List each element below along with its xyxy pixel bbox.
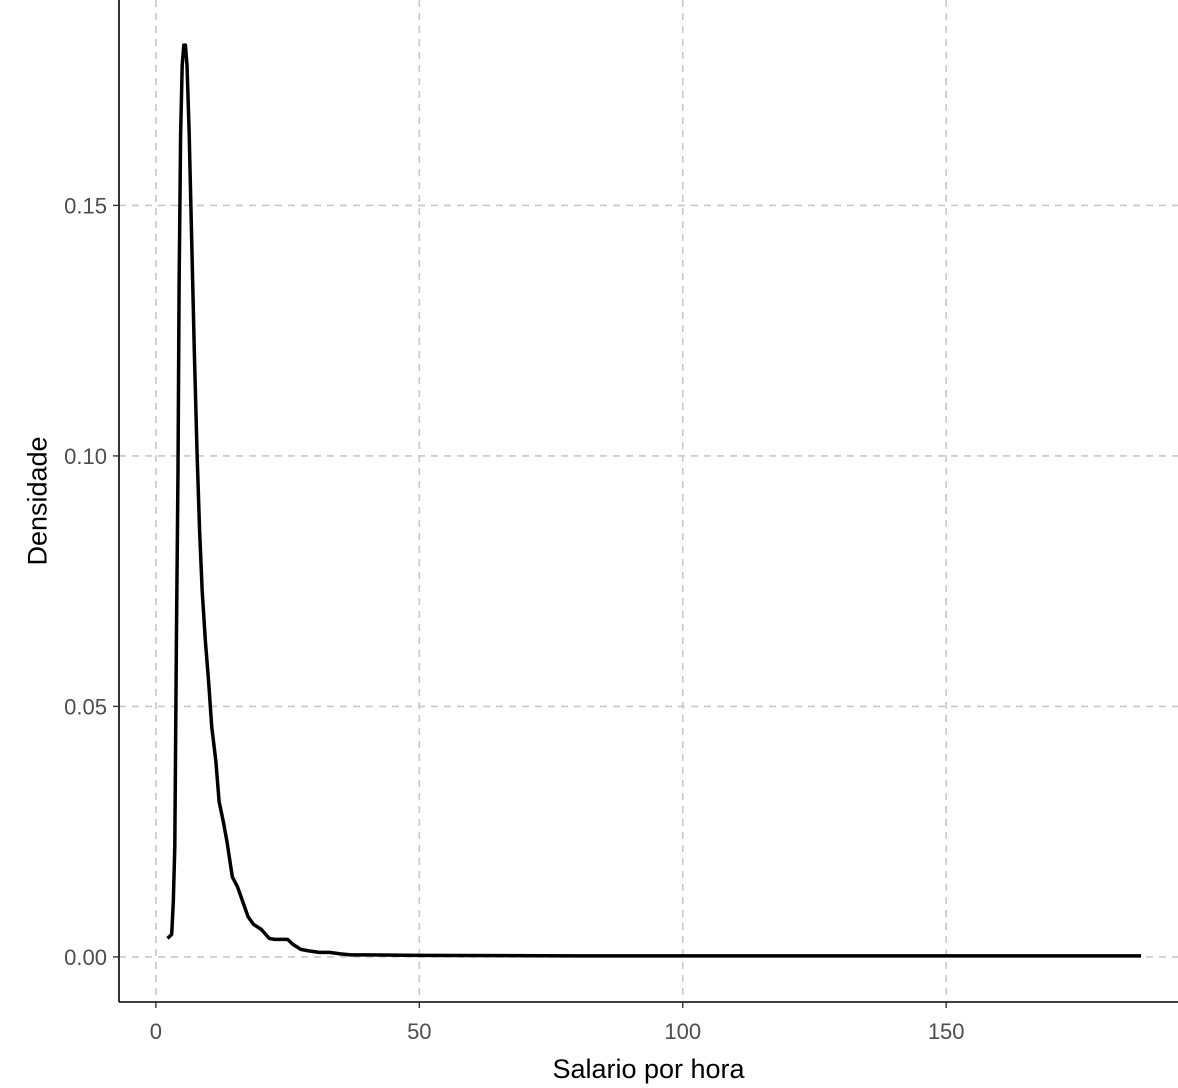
grid-lines — [119, 0, 1178, 1002]
y-tick-label-0: 0.00 — [64, 945, 107, 970]
y-axis-title: Densidade — [22, 436, 52, 565]
tick-labels: 0 50 100 150 0.00 0.05 0.10 0.15 — [64, 193, 964, 1044]
axes — [113, 0, 1178, 1008]
x-tick-label-3: 150 — [928, 1019, 965, 1044]
y-tick-label-1: 0.05 — [64, 694, 107, 719]
x-axis-title: Salario por hora — [552, 1054, 745, 1084]
x-tick-label-1: 50 — [407, 1019, 431, 1044]
density-line-0 — [166, 43, 1142, 958]
y-tick-label-3: 0.15 — [64, 193, 107, 218]
series-layer — [166, 43, 1142, 958]
y-tick-label-2: 0.10 — [64, 444, 107, 469]
x-tick-label-2: 100 — [664, 1019, 701, 1044]
x-tick-label-0: 0 — [150, 1019, 162, 1044]
